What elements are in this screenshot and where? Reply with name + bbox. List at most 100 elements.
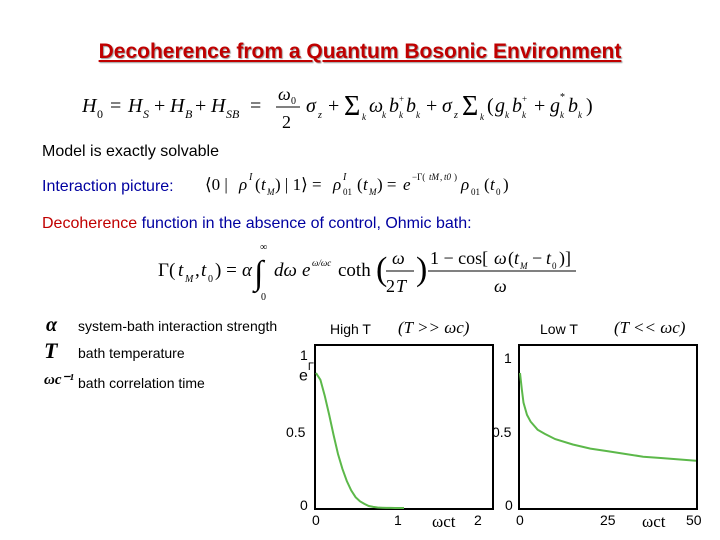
svg-text:B: B [185, 107, 193, 121]
svg-text:+: + [195, 95, 206, 117]
svg-text:b: b [406, 95, 416, 117]
svg-text:−: − [532, 248, 542, 268]
low-t-xtick-0: 0 [516, 512, 524, 528]
decoherence-highlight: Decoherence [42, 215, 138, 232]
svg-text:(: ( [255, 175, 261, 194]
svg-text:ω: ω [494, 276, 507, 296]
interaction-equation: ⟨0 | ρ I ( t M ) | 1⟩ = ρ I 01 ( t M ) =… [205, 168, 525, 207]
high-t-xtick-2: 2 [474, 512, 482, 528]
svg-text:) | 1⟩ =: ) | 1⟩ = [275, 175, 322, 194]
svg-text:M: M [519, 261, 528, 271]
svg-text:Γ(: Γ( [158, 260, 175, 281]
svg-text:0: 0 [291, 96, 296, 107]
svg-text:+: + [426, 95, 437, 117]
svg-text:Σ: Σ [344, 91, 360, 122]
svg-text:t: t [514, 248, 520, 268]
hamiltonian-svg: H 0 = H S + H B + H SB = ω 0 2 σ z + Σ k… [81, 84, 593, 132]
svg-text:1 − cos[: 1 − cos[ [430, 248, 488, 268]
svg-text:M: M [368, 187, 377, 197]
alpha-description: system-bath interaction strength [78, 318, 278, 334]
svg-text:0: 0 [97, 107, 103, 121]
low-t-xtick-50: 50 [686, 512, 702, 528]
svg-text:+: + [399, 94, 404, 104]
y-axis-label: eΓ [299, 361, 314, 385]
svg-text:,: , [440, 172, 442, 182]
svg-text:(: ( [376, 251, 387, 288]
svg-text:σ: σ [306, 95, 317, 117]
svg-text:M: M [184, 274, 194, 285]
solvable-text: Model is exactly solvable [42, 143, 219, 160]
low-t-plot-frame [518, 344, 698, 510]
svg-text:) =: ) = [215, 260, 237, 281]
page-title: Decoherence from a Quantum Bosonic Envir… [98, 40, 622, 63]
svg-text:Σ: Σ [462, 91, 478, 122]
alpha-symbol: α [46, 314, 58, 336]
high-t-xlabel: ωct [432, 512, 456, 531]
high-t-label: High T [330, 321, 371, 337]
low-t-curve-svg [519, 372, 697, 462]
hamiltonian-equation: H 0 = H S + H B + H SB = ω 0 2 σ z + Σ k… [81, 82, 642, 138]
svg-text:z: z [453, 110, 458, 121]
low-t-xtick-25: 25 [600, 512, 616, 528]
svg-text:H: H [82, 95, 98, 117]
svg-text:k: k [505, 110, 510, 120]
svg-text:dω: dω [274, 260, 297, 281]
svg-text:ω: ω [369, 95, 383, 117]
svg-text:+: + [328, 95, 339, 117]
svg-text:k: k [362, 112, 367, 122]
svg-text:01: 01 [471, 187, 480, 197]
svg-text:∞: ∞ [260, 242, 267, 253]
svg-text:H: H [169, 95, 186, 117]
svg-text:k: k [399, 110, 404, 120]
svg-text:ω: ω [392, 248, 405, 268]
svg-text:ω: ω [278, 84, 291, 104]
low-t-condition: (T << ωc) [614, 318, 686, 337]
svg-text:0: 0 [208, 274, 213, 285]
low-t-ytick-05: 0.5 [492, 424, 512, 440]
svg-text:2: 2 [386, 276, 395, 296]
high-t-condition: (T >> ωc) [398, 318, 470, 337]
svg-text:∫: ∫ [252, 255, 266, 294]
y-axis-superscript: Γ [307, 361, 314, 373]
svg-text:): ) [416, 251, 427, 288]
svg-text:t: t [363, 175, 369, 194]
correlation-description: bath correlation time [78, 375, 205, 391]
low-t-label: Low T [540, 321, 578, 337]
svg-text:t0: t0 [444, 172, 452, 182]
svg-text:2: 2 [282, 112, 291, 132]
svg-text:(: ( [487, 95, 494, 117]
interaction-svg: ⟨0 | ρ I ( t M ) | 1⟩ = ρ I 01 ( t M ) =… [205, 172, 509, 197]
high-t-curve [315, 372, 404, 509]
svg-text:H: H [127, 95, 144, 117]
svg-text:)]: )] [559, 248, 571, 269]
svg-text:α: α [242, 260, 253, 281]
high-t-ytick-05: 0.5 [286, 424, 306, 440]
svg-text:tM: tM [429, 172, 440, 182]
svg-text:t: t [201, 260, 207, 281]
svg-text:ρ: ρ [238, 175, 247, 194]
svg-text:(: ( [484, 175, 490, 194]
svg-text:0: 0 [261, 292, 266, 303]
svg-text:0: 0 [496, 187, 501, 197]
low-t-ytick-0: 0 [505, 497, 513, 513]
decoherence-rest: function in the absence of control, Ohmi… [137, 215, 472, 232]
svg-text:k: k [560, 110, 565, 120]
svg-text:t: t [178, 260, 184, 281]
low-t-ytick-1: 1 [504, 350, 512, 366]
high-t-xtick-1: 1 [394, 512, 402, 528]
temperature-symbol: T [44, 338, 58, 363]
low-t-curve [519, 372, 697, 462]
svg-text:): ) [503, 175, 509, 194]
svg-text:g: g [495, 95, 505, 117]
svg-text:ω/ωc: ω/ωc [312, 258, 331, 268]
y-axis-base: e [299, 367, 308, 385]
interaction-label: Interaction picture: [42, 178, 174, 195]
svg-text:): ) [454, 172, 457, 182]
svg-text:t: t [261, 175, 267, 194]
svg-text:+: + [154, 95, 165, 117]
svg-text:+: + [534, 95, 545, 117]
svg-text:z: z [317, 110, 322, 121]
svg-text:=: = [250, 95, 261, 117]
svg-text:M: M [266, 187, 275, 197]
svg-text:b: b [568, 95, 578, 117]
